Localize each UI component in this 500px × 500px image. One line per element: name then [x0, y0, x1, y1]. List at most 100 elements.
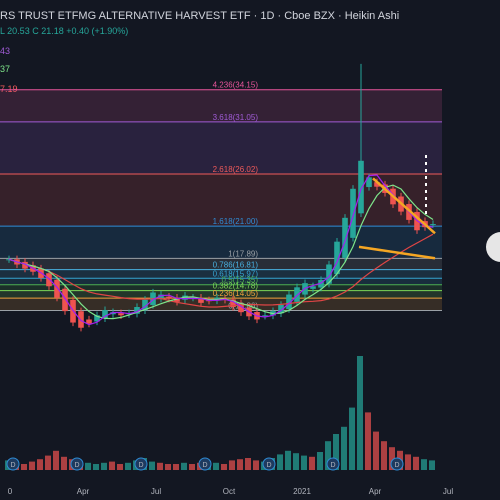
candle-body	[134, 307, 140, 314]
candle-body	[54, 279, 60, 298]
candle-body	[262, 315, 268, 317]
volume-bar	[157, 462, 163, 470]
candle-body	[110, 312, 116, 315]
candle-body	[342, 217, 348, 258]
moving-average-slow	[8, 233, 434, 308]
candle-body	[166, 296, 172, 299]
fib-band-0.786	[0, 269, 442, 279]
volume-bar	[389, 447, 395, 470]
fib-label-4.236: 4.236(34.15)	[213, 81, 259, 90]
dividend-marker-2	[134, 457, 148, 471]
volume-bar	[237, 459, 243, 470]
trendline-lower	[358, 245, 436, 260]
volume-bar	[101, 462, 107, 470]
candle-body	[86, 319, 92, 324]
volume-bar	[365, 412, 371, 470]
fib-label-0.786: 0.786(16.81)	[213, 261, 259, 270]
fib-band-4.236	[0, 89, 442, 122]
moving-average-fast	[8, 174, 434, 326]
indicator-value-1: 43	[0, 46, 11, 56]
scroll-right-handle[interactable]	[486, 232, 500, 262]
candle-body	[238, 303, 244, 313]
dividend-marker-label: D	[394, 462, 399, 469]
fib-label-2.618: 2.618(26.02)	[213, 165, 259, 174]
volume-bar	[61, 456, 67, 470]
fib-band-0.5	[0, 284, 442, 291]
volume-bar	[309, 456, 315, 470]
x-tick-label: 0	[8, 487, 13, 496]
candle-body	[350, 188, 356, 238]
dividend-marker-5	[326, 457, 340, 471]
volume-bar	[181, 462, 187, 470]
candle-body	[230, 299, 236, 307]
fib-band-0.236	[0, 298, 442, 311]
trendline-upper	[372, 177, 436, 235]
dividend-marker-1	[70, 457, 84, 471]
candle-body	[326, 264, 332, 284]
volume-bar	[21, 464, 27, 470]
candle-body	[78, 311, 84, 328]
x-tick-label: Jul	[151, 487, 161, 496]
volume-bar	[109, 461, 115, 470]
x-tick-label: Oct	[223, 487, 236, 496]
fib-band-1.618	[0, 226, 442, 259]
volume-bar	[325, 441, 331, 470]
volume-bar	[341, 426, 347, 470]
fib-label-1.618: 1.618(21.00)	[213, 217, 259, 226]
x-tick-label: 2021	[293, 487, 311, 496]
dividend-marker-3	[198, 457, 212, 471]
volume-bar	[373, 431, 379, 470]
candle-body	[294, 287, 300, 302]
volume-bar	[253, 460, 259, 470]
candle-body	[430, 224, 436, 226]
candle-body	[286, 294, 292, 310]
dividend-marker-6	[390, 457, 404, 471]
volume-bar	[245, 458, 251, 470]
dividend-marker-label: D	[10, 462, 15, 469]
volume-bar	[37, 459, 43, 470]
dividend-marker-label: D	[330, 462, 335, 469]
candle-body	[310, 286, 316, 289]
x-tick-label: Apr	[369, 487, 382, 496]
volume-bar	[429, 460, 435, 470]
candle-body	[318, 280, 324, 288]
dividend-marker-4	[262, 457, 276, 471]
fib-label-0.5: 0.5(15.35)	[222, 276, 259, 285]
dividend-marker-0	[6, 457, 20, 471]
candle-body	[94, 315, 100, 322]
volume-bar	[45, 455, 51, 470]
candle-body	[334, 241, 340, 275]
candle-body	[174, 297, 180, 302]
x-tick-label: Apr	[77, 487, 90, 496]
indicator-value-2: 37	[0, 64, 11, 74]
candle-body	[118, 313, 124, 316]
volume-bar	[381, 441, 387, 470]
volume-bar	[413, 456, 419, 470]
volume-bar	[285, 450, 291, 470]
volume-bar	[221, 464, 227, 470]
fib-band-0.382	[0, 290, 442, 299]
volume-bar	[229, 460, 235, 470]
fib-label-1: 1(17.89)	[228, 249, 258, 258]
volume-bar	[85, 462, 91, 470]
fib-label-0.618: 0.618(15.97)	[213, 269, 259, 278]
volume-bar	[405, 454, 411, 470]
volume-bar	[149, 461, 155, 470]
volume-bar	[277, 454, 283, 470]
candle-body	[102, 310, 108, 319]
x-tick-label: Jul	[443, 487, 453, 496]
fib-band-0.618	[0, 278, 442, 285]
candle-body	[366, 177, 372, 188]
chart-title: RS TRUST ETFMG ALTERNATIVE HARVEST ETF ·…	[0, 10, 400, 22]
volume-bar	[93, 464, 99, 470]
volume-bar	[213, 462, 219, 470]
dividend-marker-label: D	[202, 462, 207, 469]
fib-label-0.382: 0.382(14.78)	[213, 282, 259, 291]
moving-average-medium	[8, 184, 434, 320]
candle-body	[46, 273, 52, 287]
fib-band-1	[0, 258, 442, 270]
volume-bar	[421, 459, 427, 470]
candle-body	[374, 182, 380, 187]
